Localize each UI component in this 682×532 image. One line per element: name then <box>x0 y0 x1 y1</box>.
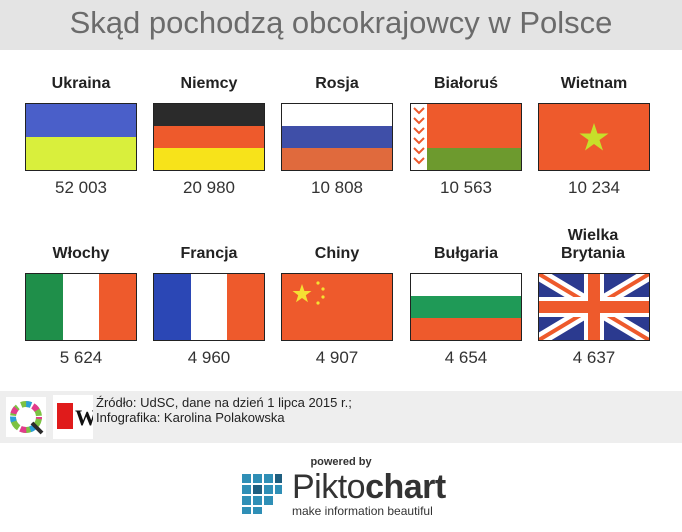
piktochart-tagline: make information beautiful <box>292 504 433 518</box>
country-label: Wielka Brytania <box>560 227 626 262</box>
country-label: Niemcy <box>180 75 238 92</box>
source-text: Źródło: UdSC, dane na dzień 1 lipca 2015… <box>96 395 352 425</box>
country-label: Białoruś <box>433 75 498 92</box>
country-value: 4 637 <box>572 348 616 367</box>
country-value: 4 907 <box>315 348 359 367</box>
author-line: Infografika: Karolina Polakowska <box>96 410 285 425</box>
title-bar: Skąd pochodzą obcokrajowcy w Polsce <box>0 0 682 50</box>
uk-flag-icon <box>538 273 650 341</box>
country-label: Wietnam <box>560 75 628 92</box>
country-value: 5 624 <box>59 348 103 367</box>
country-label: Bułgaria <box>433 245 498 262</box>
wordmark-part1: Pikto <box>292 468 366 506</box>
page-title: Skąd pochodzą obcokrajowcy w Polsce <box>69 5 613 40</box>
q-logo-icon <box>6 397 46 437</box>
china-flag-icon <box>281 273 393 341</box>
germany-flag-icon <box>153 103 265 171</box>
bulgaria-flag-icon <box>410 273 522 341</box>
w-logo-icon: W <box>53 395 93 439</box>
country-label: Francja <box>180 245 238 262</box>
source-line: Źródło: UdSC, dane na dzień 1 lipca 2015… <box>96 395 352 410</box>
piktochart-logo-icon[interactable] <box>240 472 284 516</box>
country-label: Ukraina <box>51 75 111 92</box>
country-label: Włochy <box>52 245 110 262</box>
belarus-flag-icon <box>410 103 522 171</box>
country-label: Rosja <box>315 75 359 92</box>
country-value: 20 980 <box>183 178 235 197</box>
italy-flag-icon <box>25 273 137 341</box>
country-label: Chiny <box>314 245 360 262</box>
country-value: 4 654 <box>444 348 488 367</box>
country-value: 10 563 <box>440 178 492 197</box>
country-value: 10 234 <box>568 178 620 197</box>
wordmark-part2: chart <box>365 468 446 506</box>
piktochart-wordmark[interactable]: Piktochart <box>292 468 446 507</box>
country-value: 10 808 <box>311 178 363 197</box>
russia-flag-icon <box>281 103 393 171</box>
country-value: 52 003 <box>55 178 107 197</box>
country-value: 4 960 <box>187 348 231 367</box>
powered-by-label: powered by <box>310 456 372 468</box>
ukraine-flag-icon <box>25 103 137 171</box>
footer: W Źródło: UdSC, dane na dzień 1 lipca 20… <box>0 391 682 443</box>
vietnam-flag-icon <box>538 103 650 171</box>
france-flag-icon <box>153 273 265 341</box>
